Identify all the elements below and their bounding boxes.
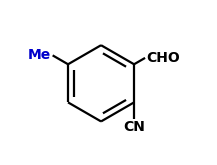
Text: CHO: CHO (147, 51, 180, 65)
Text: CN: CN (123, 120, 145, 134)
Text: Me: Me (28, 48, 51, 62)
